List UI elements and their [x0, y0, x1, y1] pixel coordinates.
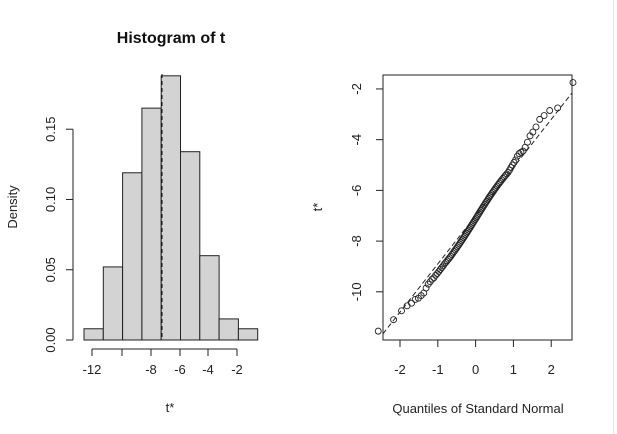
hist-x-tick-label: -12 — [83, 362, 102, 377]
qq-y-label: t* — [310, 203, 325, 212]
hist-x-tick-label: -6 — [174, 362, 186, 377]
hist-y-tick-label: 0.00 — [43, 327, 58, 352]
qq-point — [540, 112, 548, 120]
qq-x-tick-label: -2 — [394, 362, 406, 377]
qq-point — [529, 128, 537, 136]
qq-y-tick-label: -6 — [349, 185, 364, 197]
qq-y-tick-label: -2 — [349, 83, 364, 95]
qq-plot-box — [382, 74, 573, 341]
qq-point — [524, 138, 531, 146]
qq-x-label: Quantiles of Standard Normal — [392, 401, 563, 416]
window-edge — [613, 0, 614, 434]
hist-x-tick-label: -8 — [145, 362, 157, 377]
qq-point — [512, 156, 520, 164]
hist-bar — [122, 172, 143, 341]
hist-bar — [199, 255, 220, 341]
qq-point — [517, 148, 525, 156]
hist-bar — [180, 151, 201, 341]
qq-x-tick-label: -1 — [432, 362, 444, 377]
hist-x-tick-label: -4 — [202, 362, 214, 377]
qq-y-tick-label: -8 — [349, 235, 364, 247]
qq-point — [532, 123, 540, 131]
hist-bar — [218, 318, 239, 341]
qq-y-tick-label: -4 — [349, 134, 364, 146]
hist-title: Histogram of t — [117, 30, 226, 47]
qq-point — [519, 147, 527, 155]
qq-x-tick-label: 1 — [510, 362, 517, 377]
qq-point — [569, 79, 577, 87]
qq-point — [408, 299, 415, 307]
hist-x-label: t* — [166, 400, 175, 415]
qq-x-tick-label: 0 — [472, 362, 479, 377]
qq-point — [422, 284, 430, 292]
hist-y-tick-label: 0.05 — [43, 257, 58, 282]
qq-x-tick-label: 2 — [548, 362, 555, 377]
qq-point — [536, 115, 544, 123]
hist-bar — [83, 328, 104, 341]
qq-point — [374, 327, 382, 335]
qq-point — [411, 295, 419, 303]
hist-bar — [141, 107, 162, 341]
hist-bar — [237, 328, 259, 341]
qq-point — [554, 104, 562, 112]
qq-point — [398, 307, 405, 315]
qq-point — [428, 275, 436, 283]
hist-x-tick-label: -2 — [231, 362, 243, 377]
hist-y-tick-label: 0.10 — [43, 187, 58, 212]
qq-point — [546, 107, 554, 114]
qq-point — [390, 316, 398, 324]
hist-y-label: Density — [5, 185, 20, 229]
hist-bar — [102, 266, 124, 341]
hist-y-tick-label: 0.15 — [43, 117, 58, 142]
hist-bar — [160, 75, 181, 341]
qq-y-tick-label: -10 — [349, 282, 364, 301]
